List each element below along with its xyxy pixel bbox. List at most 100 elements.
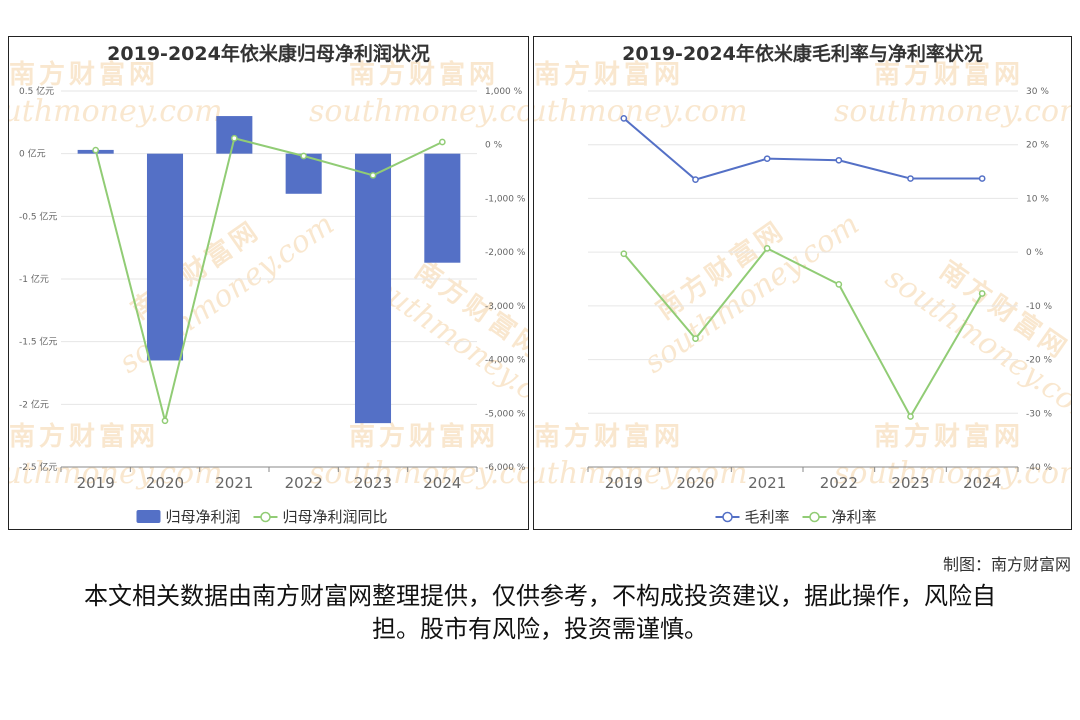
series-line	[94, 137, 443, 422]
watermark-en-text: southmoney.com	[309, 94, 528, 129]
x-axis-tick-label: 2024	[963, 474, 1001, 492]
disclaimer-text: 本文相关数据由南方财富网整理提供，仅供参考，不构成投资建议，据此操作，风险自担。…	[84, 582, 996, 643]
watermark: 南方财富网 southmoney.com	[834, 421, 1071, 491]
watermark-en-text: southmoney.com	[9, 456, 223, 491]
data-point	[300, 152, 308, 160]
watermark-cn-text: 南方财富网	[534, 421, 684, 452]
left-axis-tick-label: -2.5 亿元	[19, 461, 57, 473]
right-axis-tick-label: -3,000 %	[485, 302, 526, 312]
legend-label: 净利率	[832, 508, 877, 526]
right-axis-tick-label: 30 %	[1026, 87, 1049, 97]
watermark-en-text: southmoney.com	[534, 456, 748, 491]
right-axis-tick-label: -20 %	[1026, 356, 1053, 366]
left-axis-tick-label: 0 亿元	[19, 148, 46, 160]
data-point	[835, 281, 843, 288]
watermark: 南方财富网 southmoney.com	[534, 59, 748, 129]
series-line	[623, 247, 984, 419]
x-axis-tick-label: 2020	[146, 474, 184, 492]
watermark: 南方财富网 southmoney.com	[534, 421, 748, 491]
x-axis-tick-label: 2019	[77, 474, 115, 492]
left-axis-tick-label: 0.5 亿元	[19, 85, 54, 97]
data-point	[92, 146, 100, 154]
x-axis-tick-label: 2022	[285, 474, 323, 492]
right-axis-tick-label: -4,000 %	[485, 356, 526, 366]
chart-title: 2019-2024年依米康毛利率与净利率状况	[622, 42, 983, 65]
watermark-cn-text: 南方财富网	[9, 59, 159, 90]
bar	[216, 116, 253, 154]
left-axis-tick-label: -1 亿元	[19, 273, 49, 285]
legend-swatch-marker	[722, 511, 733, 523]
right-axis-tick-label: 20 %	[1026, 141, 1049, 151]
chart-panel-margins: 南方财富网 southmoney.com 南方财富网 southmoney.com 南方…	[533, 36, 1072, 530]
left-axis-tick-label: -2 亿元	[19, 398, 49, 410]
x-axis-tick-label: 2024	[423, 474, 461, 492]
watermark-en-text: southmoney.com	[834, 456, 1071, 491]
watermark-cn-text: 南方财富网	[874, 421, 1024, 452]
data-point	[907, 413, 914, 420]
watermark-en-text: southmoney.com	[534, 94, 748, 129]
x-axis-tick-label: 2023	[891, 474, 929, 492]
watermark-cn-text: 南方财富网	[534, 59, 684, 90]
data-point	[369, 171, 377, 179]
data-point	[907, 175, 914, 182]
chart-credit: 制图：南方财富网	[942, 555, 1071, 574]
watermark: 南方财富网 southmoney.com	[9, 59, 223, 129]
watermark: 南方财富网 southmoney.com	[309, 59, 528, 129]
data-point	[438, 138, 446, 146]
watermark: 南方财富网 southmoney.com	[834, 59, 1071, 129]
right-axis-tick-label: 10 %	[1026, 194, 1049, 204]
data-point	[835, 156, 843, 164]
x-axis-tick-label: 2019	[605, 474, 643, 492]
watermark-cn-text: 南方财富网	[349, 59, 499, 90]
legend-swatch	[136, 510, 161, 523]
legend-label: 归母净利润	[166, 508, 241, 526]
right-axis-tick-label: 1,000 %	[485, 87, 523, 97]
watermark-cn-text: 南方财富网	[874, 59, 1024, 90]
x-axis-tick-label: 2021	[748, 474, 786, 492]
bar	[354, 153, 392, 424]
watermark-en-text: southmoney.com	[309, 456, 528, 491]
data-point	[763, 245, 771, 252]
x-axis-tick-label: 2023	[354, 474, 392, 492]
right-axis-tick-label: 0 %	[485, 141, 503, 151]
bar	[424, 153, 461, 263]
watermark-en-text: southmoney.com	[9, 94, 223, 129]
chart-panel-net-profit: 南方财富网 southmoney.com 南方财富网 southmoney.com 南方…	[8, 36, 529, 530]
right-axis-tick-label: -2,000 %	[485, 248, 526, 258]
legend-label: 归母净利润同比	[283, 508, 388, 526]
right-axis-tick-label: -1,000 %	[485, 194, 526, 204]
x-axis-tick-label: 2022	[820, 474, 858, 492]
data-point	[230, 134, 238, 142]
x-axis-tick-label: 2020	[676, 474, 714, 492]
data-point	[692, 176, 699, 183]
x-axis-tick-label: 2021	[215, 474, 253, 492]
watermark: 南方财富网 southmoney.com	[309, 421, 528, 491]
bar	[146, 153, 184, 361]
right-axis-tick-label: 0 %	[1026, 248, 1044, 258]
data-point	[620, 250, 628, 258]
right-axis-tick-label: -5,000 %	[485, 409, 526, 419]
net-profit-chart: 南方财富网 southmoney.com 南方财富网 southmoney.com 南方…	[9, 42, 528, 526]
legend-swatch-marker	[260, 511, 271, 523]
data-point	[763, 155, 771, 163]
series-line	[623, 117, 983, 181]
right-axis-tick-label: -30 %	[1026, 409, 1053, 419]
margin-chart: 南方财富网 southmoney.com 南方财富网 southmoney.com 南方…	[534, 42, 1071, 526]
left-axis-tick-label: -0.5 亿元	[19, 210, 57, 222]
legend-swatch-marker	[809, 511, 820, 523]
data-point	[978, 290, 986, 297]
data-point	[978, 175, 986, 182]
watermark-en-text: southmoney.com	[834, 94, 1071, 129]
data-point	[161, 417, 169, 425]
right-axis-tick-label: -10 %	[1026, 302, 1053, 312]
right-axis-tick-label: -40 %	[1026, 463, 1053, 473]
chart-title: 2019-2024年依米康归母净利润状况	[107, 42, 430, 65]
left-axis-tick-label: -1.5 亿元	[19, 336, 57, 348]
data-point	[692, 335, 699, 342]
data-point	[620, 115, 628, 122]
legend-label: 毛利率	[745, 508, 790, 526]
watermark-cn-text: 南方财富网	[349, 421, 499, 452]
right-axis-tick-label: -6,000 %	[485, 463, 526, 473]
